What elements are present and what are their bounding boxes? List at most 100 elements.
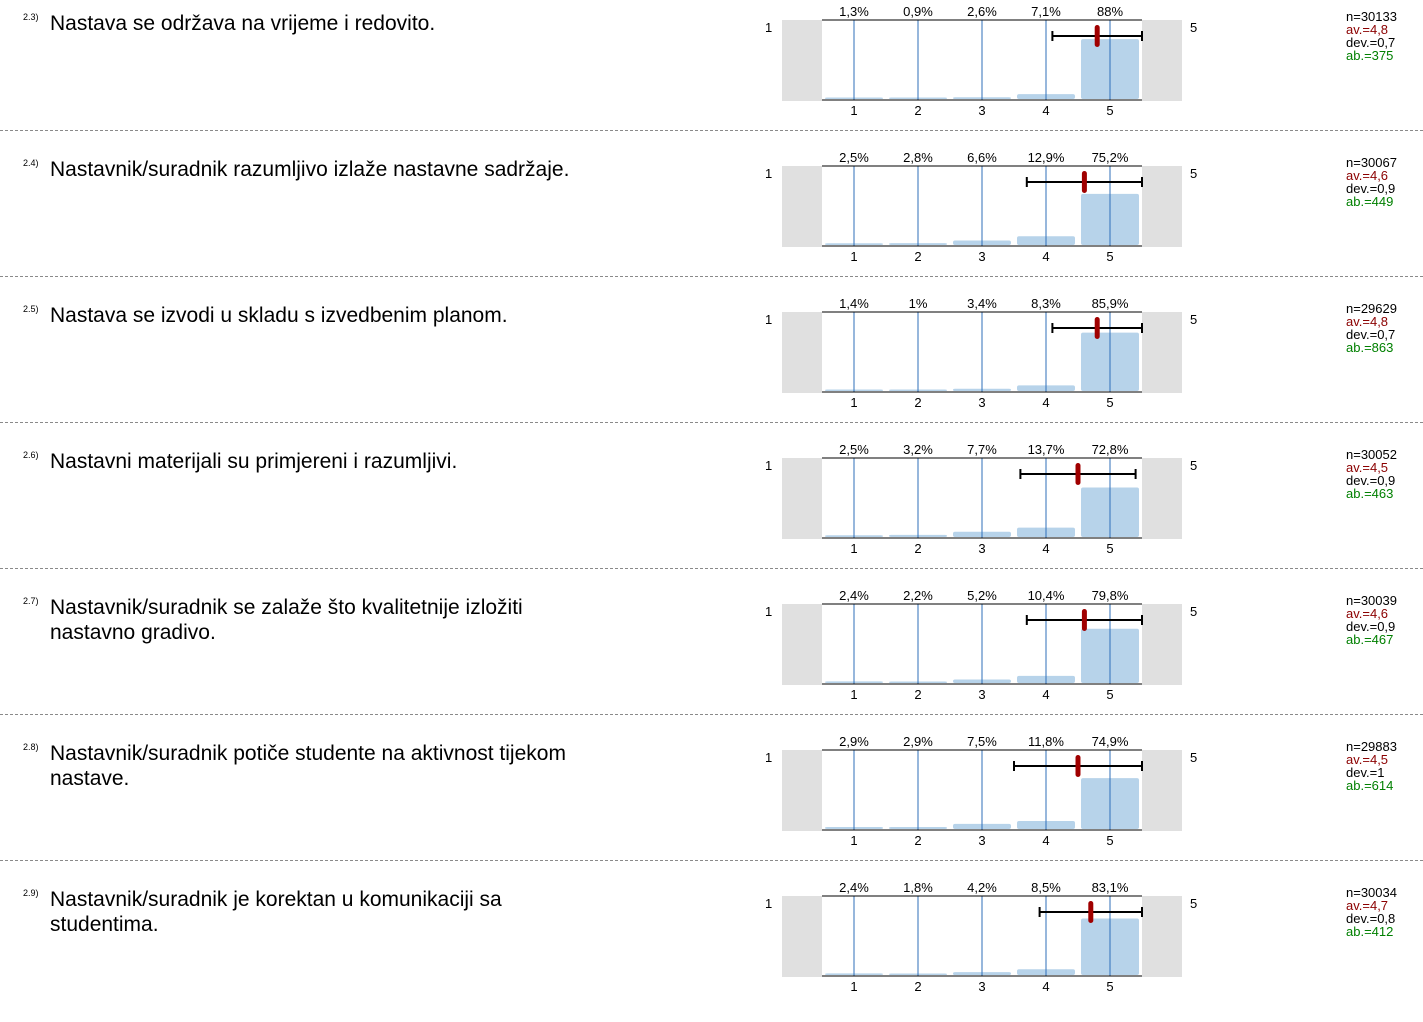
percent-label: 72,8% xyxy=(1092,442,1129,457)
percent-label: 8,3% xyxy=(1031,296,1061,311)
percent-label: 2,5% xyxy=(839,150,869,165)
row-separator xyxy=(0,130,1423,131)
question-text: Nastava se izvodi u skladu s izvedbenim … xyxy=(50,304,508,327)
mean-marker xyxy=(1075,755,1081,777)
question-row: 2.3) Nastava se održava na vrijeme i redo… xyxy=(0,0,1423,146)
x-tick-label: 3 xyxy=(978,103,985,118)
side-panel-left xyxy=(782,896,822,977)
row-separator xyxy=(0,422,1423,423)
side-panel-left xyxy=(782,604,822,685)
x-tick-label: 1 xyxy=(850,103,857,118)
scale-high-label: 5 xyxy=(1190,312,1198,327)
row-separator xyxy=(0,276,1423,277)
side-panel-left xyxy=(782,750,822,831)
distribution-chart: 2,5% 2,8% 6,6% 12,9% 75,2% 1 2 3 4 5 xyxy=(782,150,1182,264)
scale-high-label: 5 xyxy=(1190,166,1198,181)
question-row: 2.6) Nastavni materijali su primjereni i … xyxy=(0,438,1423,584)
stat-abstain: ab.=375 xyxy=(1346,48,1394,63)
stat-average: av.=4,5 xyxy=(1346,752,1389,767)
stat-n: n=30034 xyxy=(1346,885,1397,900)
x-tick-label: 2 xyxy=(914,395,921,410)
question-row: 2.7) Nastavnik/suradnik se zalaže što kva… xyxy=(0,584,1423,730)
x-tick-label: 5 xyxy=(1106,103,1113,118)
distribution-chart: 2,4% 1,8% 4,2% 8,5% 83,1% 1 2 3 4 5 xyxy=(782,880,1182,994)
question-row: 2.4) Nastavnik/suradnik razumljivo izlaže… xyxy=(0,146,1423,292)
stat-average: av.=4,8 xyxy=(1346,22,1389,37)
stat-n: n=30039 xyxy=(1346,593,1397,608)
question-number: 2.8) xyxy=(23,742,39,752)
percent-label: 1,3% xyxy=(839,4,869,19)
side-panel-right xyxy=(1142,458,1182,539)
scale-low-label: 1 xyxy=(765,166,773,181)
scale-high-label: 5 xyxy=(1190,750,1198,765)
row-separator xyxy=(0,714,1423,715)
question-text: Nastavnik/suradnik se zalaže što kvalite… xyxy=(50,596,523,644)
x-tick-label: 3 xyxy=(978,979,985,994)
percent-label: 7,5% xyxy=(967,734,997,749)
stat-average: av.=4,5 xyxy=(1346,460,1389,475)
stat-abstain: ab.=863 xyxy=(1346,340,1394,355)
question-row: 2.8) Nastavnik/suradnik potiče studente n… xyxy=(0,730,1423,876)
x-tick-label: 1 xyxy=(850,833,857,848)
x-tick-label: 5 xyxy=(1106,833,1113,848)
x-tick-label: 1 xyxy=(850,249,857,264)
percent-label: 7,7% xyxy=(967,442,997,457)
scale-high-label: 5 xyxy=(1190,604,1198,619)
percent-label: 2,2% xyxy=(903,588,933,603)
question-text: Nastavnik/suradnik razumljivo izlaže nas… xyxy=(50,158,570,181)
mean-marker xyxy=(1094,317,1100,339)
percent-label: 79,8% xyxy=(1092,588,1129,603)
x-tick-label: 3 xyxy=(978,687,985,702)
x-tick-label: 1 xyxy=(850,979,857,994)
percent-label: 0,9% xyxy=(903,4,933,19)
scale-low-label: 1 xyxy=(765,458,773,473)
question-row: 2.5) Nastava se izvodi u skladu s izvedbe… xyxy=(0,292,1423,438)
percent-label: 8,5% xyxy=(1031,880,1061,895)
stat-abstain: ab.=467 xyxy=(1346,632,1394,647)
percent-label: 1% xyxy=(909,296,928,311)
percent-label: 2,9% xyxy=(839,734,869,749)
percent-label: 10,4% xyxy=(1028,588,1065,603)
x-tick-label: 5 xyxy=(1106,249,1113,264)
x-tick-label: 2 xyxy=(914,687,921,702)
side-panel-right xyxy=(1142,312,1182,393)
question-number: 2.5) xyxy=(23,304,39,314)
stat-n: n=29883 xyxy=(1346,739,1397,754)
x-tick-label: 4 xyxy=(1042,541,1049,556)
stat-deviation: dev.=0,7 xyxy=(1346,327,1396,342)
stat-deviation: dev.=0,9 xyxy=(1346,619,1396,634)
percent-label: 2,6% xyxy=(967,4,997,19)
stat-abstain: ab.=614 xyxy=(1346,778,1394,793)
side-panel-left xyxy=(782,20,822,101)
x-tick-label: 1 xyxy=(850,395,857,410)
stat-deviation: dev.=0,9 xyxy=(1346,473,1396,488)
scale-low-label: 1 xyxy=(765,312,773,327)
stat-average: av.=4,7 xyxy=(1346,898,1389,913)
x-tick-label: 2 xyxy=(914,833,921,848)
question-text: Nastavnik/suradnik potiče studente na ak… xyxy=(50,742,566,790)
percent-label: 7,1% xyxy=(1031,4,1061,19)
stat-n: n=30052 xyxy=(1346,447,1397,462)
x-tick-label: 5 xyxy=(1106,541,1113,556)
stat-deviation: dev.=0,9 xyxy=(1346,181,1396,196)
stats-block: n=30052 av.=4,5 dev.=0,9 ab.=463 xyxy=(1346,448,1397,500)
side-panel-left xyxy=(782,458,822,539)
stat-abstain: ab.=449 xyxy=(1346,194,1394,209)
stat-n: n=30133 xyxy=(1346,9,1397,24)
x-tick-label: 3 xyxy=(978,541,985,556)
stat-deviation: dev.=1 xyxy=(1346,765,1385,780)
stats-block: n=29629 av.=4,8 dev.=0,7 ab.=863 xyxy=(1346,302,1397,354)
percent-label: 6,6% xyxy=(967,150,997,165)
percent-label: 4,2% xyxy=(967,880,997,895)
x-tick-label: 1 xyxy=(850,541,857,556)
question-number: 2.3) xyxy=(23,12,39,22)
percent-label: 11,8% xyxy=(1028,734,1064,749)
stats-block: n=30067 av.=4,6 dev.=0,9 ab.=449 xyxy=(1346,156,1397,208)
side-panel-left xyxy=(782,166,822,247)
percent-label: 88% xyxy=(1097,4,1123,19)
scale-low-label: 1 xyxy=(765,750,773,765)
percent-label: 2,9% xyxy=(903,734,933,749)
x-tick-label: 4 xyxy=(1042,249,1049,264)
scale-low-label: 1 xyxy=(765,604,773,619)
x-tick-label: 1 xyxy=(850,687,857,702)
